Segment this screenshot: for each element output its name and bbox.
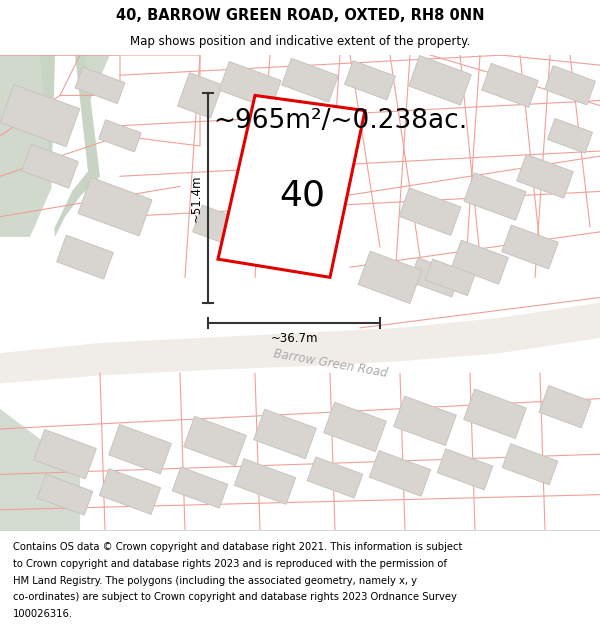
- Polygon shape: [172, 467, 228, 508]
- Polygon shape: [409, 56, 472, 105]
- Text: ~51.4m: ~51.4m: [190, 174, 203, 222]
- Polygon shape: [358, 251, 422, 304]
- Polygon shape: [218, 96, 365, 278]
- Polygon shape: [437, 449, 493, 490]
- Polygon shape: [219, 62, 281, 109]
- Polygon shape: [282, 58, 338, 102]
- Polygon shape: [502, 225, 558, 269]
- Text: Map shows position and indicative extent of the property.: Map shows position and indicative extent…: [130, 35, 470, 48]
- Polygon shape: [323, 402, 386, 452]
- Polygon shape: [464, 389, 526, 439]
- Text: ~965m²/~0.238ac.: ~965m²/~0.238ac.: [213, 107, 467, 134]
- Polygon shape: [0, 55, 600, 530]
- Polygon shape: [410, 258, 460, 297]
- Polygon shape: [78, 177, 152, 236]
- Polygon shape: [109, 424, 172, 474]
- Polygon shape: [40, 55, 100, 237]
- Polygon shape: [464, 173, 526, 220]
- Text: Contains OS data © Crown copyright and database right 2021. This information is : Contains OS data © Crown copyright and d…: [13, 542, 463, 552]
- Text: Barrow Green Road: Barrow Green Road: [272, 347, 388, 379]
- Polygon shape: [57, 235, 113, 279]
- Polygon shape: [502, 444, 558, 485]
- Text: to Crown copyright and database rights 2023 and is reproduced with the permissio: to Crown copyright and database rights 2…: [13, 559, 447, 569]
- Text: 40, BARROW GREEN ROAD, OXTED, RH8 0NN: 40, BARROW GREEN ROAD, OXTED, RH8 0NN: [116, 8, 484, 23]
- Polygon shape: [545, 66, 595, 105]
- Polygon shape: [100, 469, 161, 514]
- Polygon shape: [425, 259, 475, 296]
- Polygon shape: [34, 429, 97, 479]
- Polygon shape: [254, 409, 316, 459]
- Polygon shape: [178, 72, 223, 118]
- Polygon shape: [539, 386, 591, 428]
- Polygon shape: [344, 61, 395, 100]
- Polygon shape: [517, 154, 573, 198]
- Polygon shape: [399, 188, 461, 236]
- Text: 40: 40: [279, 179, 325, 212]
- Polygon shape: [482, 63, 538, 108]
- Polygon shape: [37, 474, 93, 515]
- Polygon shape: [193, 205, 247, 248]
- Polygon shape: [75, 67, 125, 104]
- Polygon shape: [99, 120, 141, 152]
- Polygon shape: [0, 302, 600, 384]
- Polygon shape: [50, 55, 88, 237]
- Polygon shape: [22, 144, 78, 188]
- Polygon shape: [235, 459, 296, 504]
- Text: HM Land Registry. The polygons (including the associated geometry, namely x, y: HM Land Registry. The polygons (includin…: [13, 576, 417, 586]
- Polygon shape: [307, 457, 363, 498]
- Text: ~36.7m: ~36.7m: [270, 332, 318, 346]
- Polygon shape: [370, 451, 431, 496]
- Polygon shape: [0, 55, 110, 237]
- Polygon shape: [184, 416, 247, 466]
- Polygon shape: [0, 84, 80, 147]
- Text: co-ordinates) are subject to Crown copyright and database rights 2023 Ordnance S: co-ordinates) are subject to Crown copyr…: [13, 592, 457, 602]
- Polygon shape: [0, 409, 80, 530]
- Polygon shape: [394, 396, 457, 446]
- Polygon shape: [547, 119, 593, 153]
- Polygon shape: [452, 240, 508, 284]
- Text: 100026316.: 100026316.: [13, 609, 73, 619]
